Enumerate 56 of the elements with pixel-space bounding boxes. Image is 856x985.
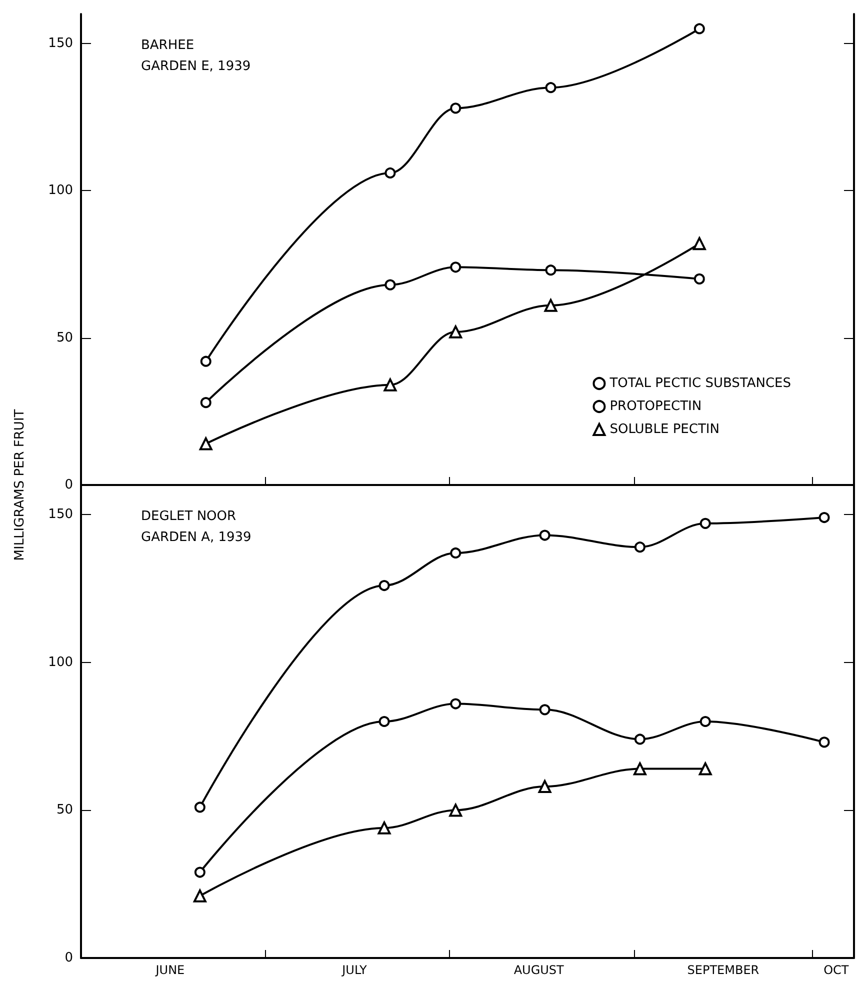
point xyxy=(694,23,705,34)
point xyxy=(818,512,830,524)
point xyxy=(539,530,550,541)
point xyxy=(818,736,830,748)
point xyxy=(692,237,706,250)
point xyxy=(544,298,558,312)
point xyxy=(193,889,206,902)
point xyxy=(384,279,396,290)
x-tick-label: OCT xyxy=(824,963,850,977)
y-tick-label: 0 xyxy=(64,478,73,492)
point xyxy=(378,821,391,834)
y-tick-label: 50 xyxy=(56,330,73,346)
point xyxy=(539,704,550,716)
point xyxy=(199,437,212,450)
y-tick-label: 50 xyxy=(56,802,73,818)
point xyxy=(450,262,462,273)
point xyxy=(634,734,646,745)
text: DEGLET NOOR xyxy=(141,509,236,524)
point xyxy=(200,397,212,408)
legend-label: TOTAL PECTIC SUBSTANCES xyxy=(608,376,792,391)
legend-label: SOLUBLE PECTIN xyxy=(610,422,720,437)
x-tick-label: AUGUST xyxy=(514,963,565,977)
point xyxy=(698,762,712,776)
point xyxy=(633,762,646,776)
point xyxy=(194,866,206,878)
point xyxy=(545,264,556,276)
y-tick-label: 0 xyxy=(64,950,73,966)
y-tick-label: 100 xyxy=(48,183,73,198)
text: GARDEN A, 1939 xyxy=(141,530,252,545)
y-tick-label: 100 xyxy=(48,654,73,670)
point xyxy=(700,716,711,727)
point xyxy=(694,273,705,284)
text: BARHEE xyxy=(141,38,194,53)
y-tick-label: 150 xyxy=(48,507,73,522)
legend-label: PROTOPECTIN xyxy=(610,399,702,414)
point xyxy=(384,167,396,178)
point xyxy=(450,547,462,558)
point xyxy=(378,716,390,727)
x-tick-label: SEPTEMBER xyxy=(687,963,760,977)
point xyxy=(450,102,462,114)
text: GARDEN E, 1939 xyxy=(141,59,251,74)
point xyxy=(200,356,212,367)
point xyxy=(538,780,552,794)
point xyxy=(449,804,462,817)
point xyxy=(194,802,206,813)
point xyxy=(449,325,462,338)
point xyxy=(700,518,711,529)
point xyxy=(378,580,390,592)
x-tick-label: JUNE xyxy=(154,963,185,977)
point xyxy=(545,82,556,94)
point xyxy=(634,542,646,553)
point xyxy=(384,378,397,392)
y-axis-title: MILLIGRAMS PER FRUIT xyxy=(12,409,28,561)
x-tick-label: JULY xyxy=(341,963,368,977)
y-tick-label: 150 xyxy=(48,36,73,51)
point xyxy=(450,698,462,710)
